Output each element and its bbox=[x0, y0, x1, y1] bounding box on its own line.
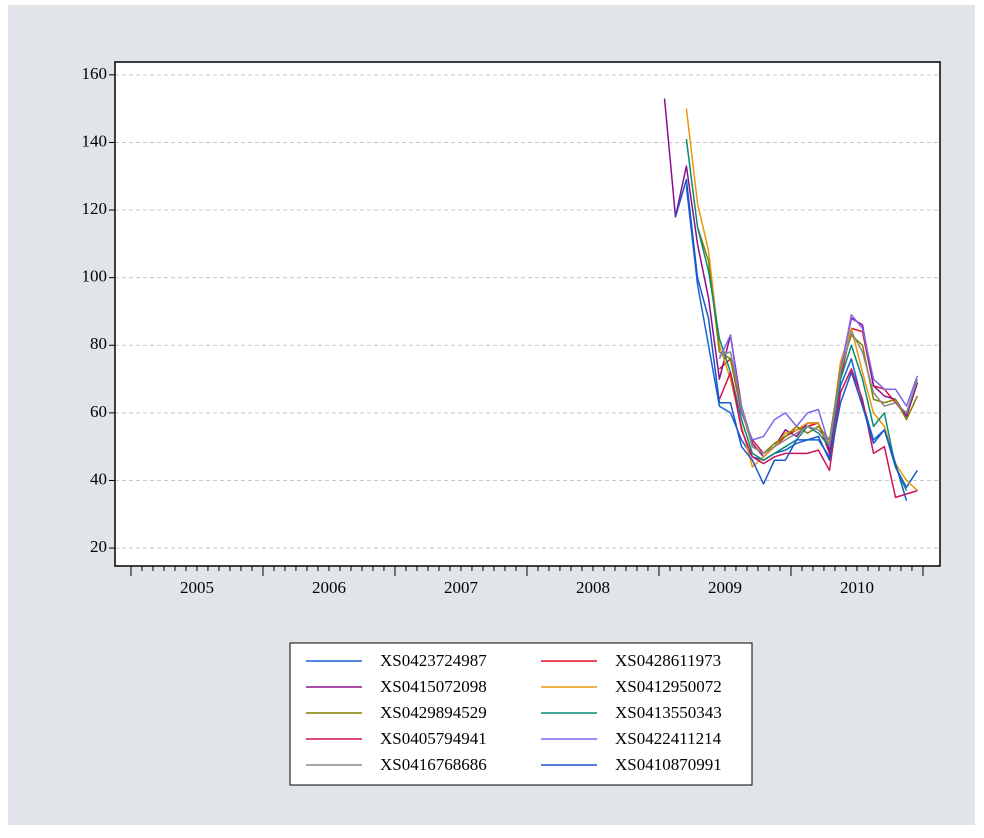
legend-box bbox=[289, 642, 753, 786]
grid bbox=[115, 74, 940, 549]
plot-area bbox=[115, 62, 940, 566]
legend-label: XS0405794941 bbox=[380, 729, 487, 748]
series-line bbox=[685, 186, 919, 488]
x-tick-label: 2006 bbox=[312, 578, 346, 597]
legend-label: XS0416768686 bbox=[380, 755, 487, 774]
lines bbox=[663, 98, 919, 502]
legend-label: XS0413550343 bbox=[615, 703, 722, 722]
series-line bbox=[718, 314, 919, 448]
plot-frame bbox=[114, 61, 941, 567]
x-tick-label: 2008 bbox=[576, 578, 610, 597]
y-tick-label: 20 bbox=[90, 537, 107, 556]
series-line bbox=[718, 368, 918, 499]
y-tick-label: 160 bbox=[82, 64, 108, 83]
legend-label: XS0410870991 bbox=[615, 755, 722, 774]
series-line bbox=[663, 98, 919, 458]
legend-label: XS0415072098 bbox=[380, 677, 487, 696]
y-tick-label: 40 bbox=[90, 469, 107, 488]
x-tick-label: 2007 bbox=[444, 578, 479, 597]
legend: XS0423724987 XS0428611973 XS0415072098 XS04… bbox=[306, 651, 722, 774]
legend-label: XS0412950072 bbox=[615, 677, 722, 696]
y-tick-label: 120 bbox=[82, 199, 108, 218]
x-tick-label: 2009 bbox=[708, 578, 742, 597]
x-tick-label: 2005 bbox=[180, 578, 214, 597]
y-tick-label: 100 bbox=[82, 267, 108, 286]
series-line bbox=[719, 330, 919, 455]
legend-label: XS0422411214 bbox=[615, 729, 722, 748]
y-tick-label: 80 bbox=[90, 334, 107, 353]
y-tick-label: 140 bbox=[82, 131, 108, 150]
axes: 20 40 60 80 100 120 140 160 2005 2006 2007 2008 2009… bbox=[82, 64, 924, 597]
x-tick-label: 2010 bbox=[840, 578, 874, 597]
y-tick-label: 60 bbox=[90, 402, 107, 421]
legend-label: XS0423724987 bbox=[380, 651, 487, 670]
series-line bbox=[674, 178, 908, 502]
legend-label: XS0428611973 bbox=[615, 651, 721, 670]
legend-label: XS0429894529 bbox=[380, 703, 487, 722]
